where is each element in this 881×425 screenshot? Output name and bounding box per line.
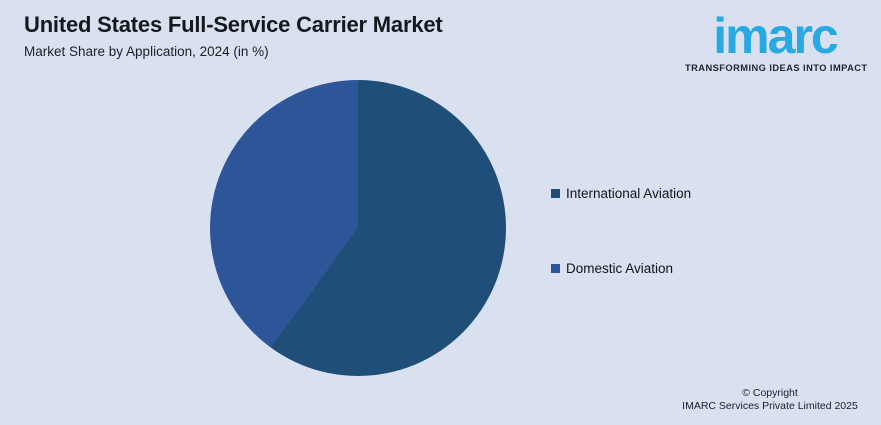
legend-marker xyxy=(551,263,560,273)
page-title: United States Full-Service Carrier Marke… xyxy=(24,12,443,37)
legend-marker xyxy=(551,188,560,198)
legend-label: International Aviation xyxy=(566,185,692,201)
copyright-notice: © Copyright IMARC Services Private Limit… xyxy=(675,387,865,413)
chart-legend: International Aviation Domestic Aviation xyxy=(551,185,692,276)
legend-item-international-aviation: International Aviation xyxy=(551,185,692,201)
legend-item-domestic-aviation: Domestic Aviation xyxy=(551,260,691,276)
imarc-wordmark: imarc xyxy=(713,8,838,64)
imarc-tagline: TRANSFORMING IDEAS INTO IMPACT xyxy=(685,63,868,73)
legend-label: Domestic Aviation xyxy=(566,260,674,276)
imarc-logo: imarc TRANSFORMING IDEAS INTO IMPACT xyxy=(685,8,868,73)
copyright-line1: © Copyright xyxy=(742,387,798,399)
copyright-line2: IMARC Services Private Limited 2025 xyxy=(682,400,858,412)
page-subtitle: Market Share by Application, 2024 (in %) xyxy=(24,44,269,59)
pie-chart xyxy=(210,80,506,376)
